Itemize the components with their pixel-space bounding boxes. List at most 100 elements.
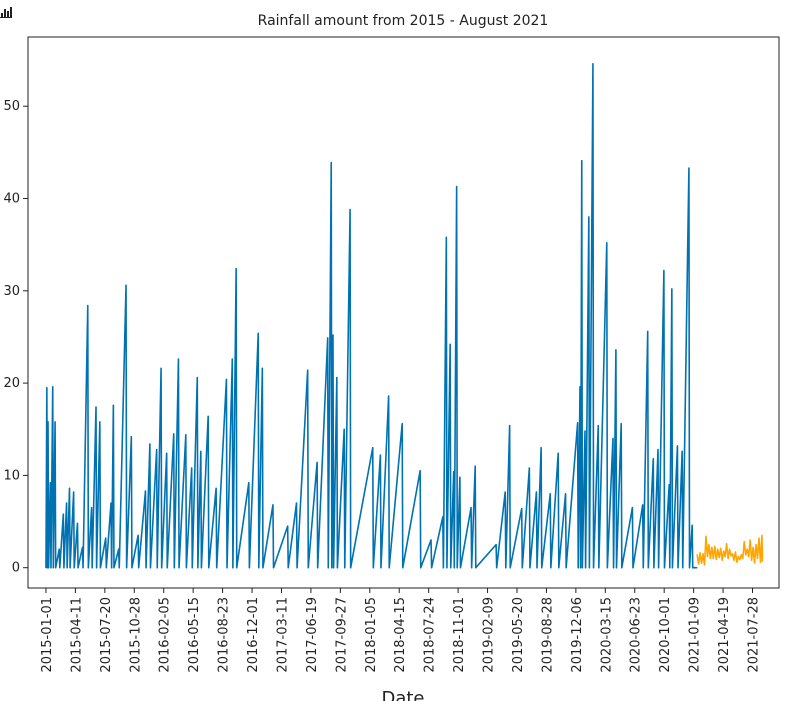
data-point — [431, 567, 433, 569]
data-point — [504, 491, 506, 493]
x-tick-label: 2015-04-11 — [69, 597, 84, 673]
data-point — [191, 567, 193, 569]
data-point — [541, 567, 543, 569]
data-point — [453, 471, 455, 473]
data-point — [676, 445, 679, 447]
data-point — [709, 557, 712, 560]
data-point — [173, 433, 175, 435]
data-point — [699, 552, 701, 554]
data-point — [579, 386, 581, 388]
data-point — [50, 567, 52, 569]
data-point — [68, 487, 71, 489]
data-point — [606, 242, 608, 244]
data-point — [528, 467, 530, 469]
data-point — [442, 516, 444, 518]
data-point — [58, 548, 60, 550]
data-point — [105, 567, 107, 569]
data-point — [749, 539, 751, 541]
data-point — [756, 557, 759, 560]
data-point — [751, 559, 753, 561]
data-point — [112, 404, 114, 406]
data-point — [272, 504, 274, 506]
data-point — [671, 567, 674, 569]
data-point — [95, 567, 98, 569]
data-point — [691, 524, 693, 526]
data-point — [663, 269, 665, 272]
data-point — [669, 567, 671, 569]
data-point — [733, 559, 735, 561]
data-point — [307, 369, 309, 371]
data-point — [200, 567, 202, 569]
data-point — [46, 567, 49, 569]
data-point — [52, 386, 54, 388]
data-point — [742, 557, 744, 560]
data-point — [529, 567, 531, 569]
data-point — [54, 421, 56, 423]
data-point — [450, 567, 452, 569]
series-line-forecast — [696, 534, 764, 566]
data-point — [149, 567, 152, 569]
data-point — [336, 567, 339, 569]
x-tick-label: 2017-09-27 — [334, 597, 349, 673]
data-point — [535, 491, 538, 493]
data-point — [584, 430, 586, 432]
data-point — [642, 567, 644, 569]
x-tick-label: 2016-08-23 — [217, 597, 232, 673]
data-point — [208, 567, 210, 569]
data-point — [696, 567, 698, 569]
data-point — [456, 185, 458, 188]
data-point — [663, 567, 666, 569]
data-point — [706, 556, 709, 558]
data-point — [231, 358, 233, 360]
data-point — [332, 567, 335, 569]
data-point — [459, 476, 461, 478]
data-point — [235, 268, 237, 270]
data-point — [197, 567, 199, 569]
data-point — [295, 502, 298, 504]
data-point — [350, 567, 352, 569]
x-tick-label: 2018-04-15 — [393, 597, 408, 673]
x-tick-label: 2021-07-28 — [747, 597, 762, 673]
y-tick-label: 50 — [3, 99, 20, 114]
data-point — [731, 553, 734, 555]
data-point — [262, 567, 264, 569]
data-point — [272, 567, 275, 569]
data-point — [584, 567, 587, 569]
data-point — [761, 560, 764, 562]
data-point — [145, 567, 147, 569]
series-line-observed — [45, 62, 697, 569]
data-point — [475, 567, 477, 569]
data-point — [740, 554, 742, 556]
data-point — [700, 562, 703, 564]
data-point — [144, 490, 147, 492]
y-tick-label: 0 — [12, 561, 20, 576]
data-point — [77, 567, 79, 569]
data-point — [48, 567, 50, 569]
data-point — [126, 567, 128, 569]
data-point — [73, 491, 75, 493]
data-point — [388, 395, 390, 397]
data-point — [728, 548, 731, 550]
data-point — [474, 465, 476, 467]
data-point — [45, 567, 47, 569]
data-point — [702, 553, 704, 555]
x-tick-label: 2018-01-05 — [364, 597, 379, 673]
data-point — [565, 567, 567, 569]
data-point — [721, 559, 723, 561]
data-point — [453, 567, 455, 569]
data-point — [632, 567, 634, 569]
data-point — [449, 343, 451, 345]
data-point — [612, 567, 615, 569]
data-point — [705, 535, 707, 537]
data-point — [372, 447, 374, 449]
data-point — [737, 556, 739, 558]
data-point — [173, 567, 175, 569]
data-point — [105, 537, 107, 539]
data-point — [549, 493, 551, 495]
data-point — [430, 539, 432, 541]
data-point — [66, 567, 68, 569]
data-point — [509, 424, 511, 427]
data-point — [753, 562, 756, 564]
data-point — [745, 554, 747, 556]
x-tick-label: 2020-06-23 — [629, 597, 644, 673]
